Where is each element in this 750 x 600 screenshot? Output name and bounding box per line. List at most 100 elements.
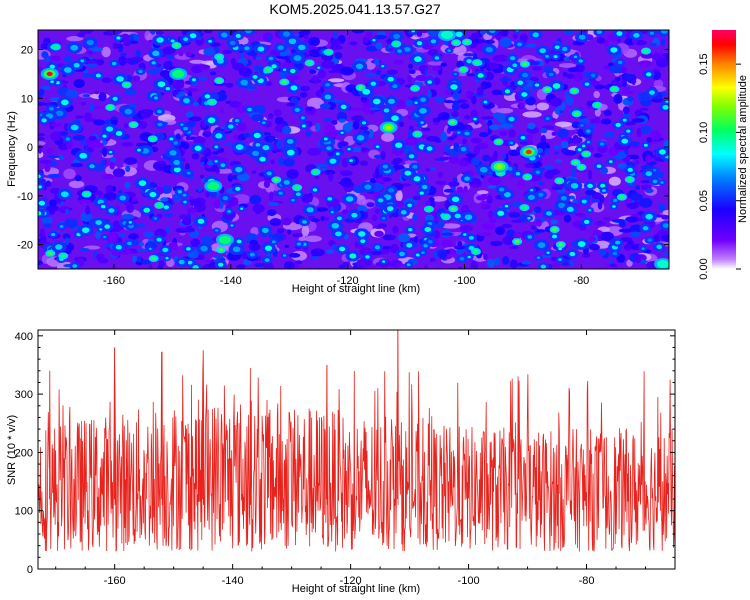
- heatmap-cell: [157, 81, 166, 88]
- heatmap-cell: [504, 89, 511, 94]
- heatmap-cell: [453, 72, 457, 76]
- heatmap-cell: [338, 118, 346, 123]
- heatmap-cell: [244, 46, 250, 51]
- heatmap-cell: [553, 145, 562, 150]
- heatmap-cell: [453, 40, 459, 45]
- heatmap-cell: [524, 175, 530, 179]
- heatmap-cell: [608, 176, 621, 186]
- colorbar: 0.00 0.05 0.10 0.15 Normalized spectral amp…: [698, 30, 749, 280]
- heatmap-cell: [494, 257, 501, 266]
- heatmap-cell: [426, 135, 440, 142]
- heatmap-cell: [65, 137, 70, 141]
- heatmap-cell: [60, 201, 65, 205]
- heatmap-cell: [326, 249, 334, 254]
- heatmap-cell: [281, 125, 292, 135]
- heatmap-cell: [561, 148, 570, 154]
- heatmap-cell: [175, 133, 181, 141]
- heatmap-cell: [325, 82, 331, 87]
- heatmap-cell: [38, 200, 46, 206]
- heatmap-cell: [578, 165, 584, 170]
- heatmap-cell: [38, 136, 46, 141]
- heatmap-ylabel: Frequency (Hz): [6, 111, 18, 187]
- heatmap-cell: [583, 152, 589, 156]
- heatmap-cell: [362, 121, 367, 125]
- heatmap-cell: [535, 218, 542, 227]
- heatmap-cell: [496, 107, 514, 114]
- heatmap-cell: [470, 32, 480, 41]
- heatmap-cell: [314, 163, 329, 168]
- heatmap-cell: [72, 134, 86, 141]
- heatmap-cell: [38, 260, 44, 265]
- heatmap-cell: [115, 244, 122, 250]
- heatmap-cell: [455, 31, 463, 38]
- heatmap-cell: [486, 62, 499, 70]
- heatmap-cell: [174, 129, 183, 137]
- heatmap-cell: [307, 147, 322, 156]
- heatmap-cell: [381, 245, 392, 250]
- heatmap-cell: [255, 143, 261, 147]
- heatmap-cell: [89, 164, 95, 169]
- heatmap-cell: [640, 125, 652, 135]
- heatmap-cell: [470, 157, 480, 166]
- heatmap-cell: [484, 39, 496, 44]
- heatmap-cell: [627, 167, 633, 172]
- heatmap-cell: [562, 30, 575, 36]
- heatmap-cell: [249, 252, 255, 257]
- heatmap-cell: [538, 192, 544, 197]
- heatmap-cell: [136, 256, 142, 263]
- heatmap-cell: [286, 102, 296, 107]
- heatmap-cell: [588, 236, 597, 242]
- heatmap-cell: [658, 149, 666, 155]
- heatmap-cell: [537, 147, 544, 154]
- heatmap-cell: [157, 160, 166, 164]
- heatmap-cell: [426, 146, 433, 151]
- heatmap-cell: [586, 140, 591, 144]
- heatmap-cell: [123, 122, 129, 129]
- heatmap-cell: [236, 173, 250, 182]
- heatmap-cell: [105, 184, 114, 194]
- heatmap-cell: [290, 85, 298, 91]
- heatmap-cell: [225, 82, 234, 88]
- heatmap-cell: [138, 180, 147, 187]
- heatmap-cell: [235, 144, 244, 151]
- snr-ytick-label: 100: [15, 506, 33, 518]
- heatmap-cell: [282, 31, 291, 37]
- heatmap-cell: [138, 69, 143, 74]
- heatmap-cell: [63, 168, 76, 180]
- heatmap-cell: [495, 226, 506, 235]
- heatmap-cell: [508, 213, 520, 218]
- heatmap-cell: [157, 109, 162, 114]
- heatmap-cell: [374, 245, 381, 250]
- heatmap-ytick-label: 0: [27, 142, 33, 154]
- heatmap-cell: [136, 223, 146, 229]
- heatmap-cell: [467, 255, 471, 259]
- heatmap-cell: [232, 246, 241, 253]
- heatmap-cell: [82, 73, 96, 78]
- heatmap-xtick-label: -140: [220, 275, 242, 287]
- heatmap-cell: [61, 99, 69, 106]
- heatmap-cell: [434, 96, 447, 103]
- heatmap-cell: [642, 226, 649, 231]
- heatmap-cell: [382, 164, 389, 169]
- snr-series-line: [38, 330, 675, 552]
- heatmap-cell: [463, 114, 471, 120]
- heatmap-cell: [641, 247, 645, 250]
- heatmap-cell: [404, 170, 412, 176]
- heatmap-cell: [545, 54, 549, 58]
- heatmap-cell: [119, 195, 127, 201]
- heatmap-cell: [621, 138, 629, 144]
- heatmap-cell: [399, 121, 405, 128]
- heatmap-cell: [656, 244, 663, 249]
- heatmap-cell: [229, 100, 242, 108]
- heatmap-cell: [552, 83, 561, 89]
- colorbar-tick-label: 0.15: [698, 53, 710, 74]
- heatmap-cell: [613, 198, 618, 203]
- heatmap-cell: [156, 37, 164, 43]
- heatmap-cell: [209, 100, 215, 104]
- heatmap-cell: [457, 131, 461, 134]
- heatmap-cell: [74, 175, 82, 182]
- heatmap-cell: [450, 206, 456, 211]
- heatmap-cell: [276, 139, 283, 150]
- heatmap-cell: [310, 218, 321, 223]
- heatmap-cell: [581, 199, 587, 204]
